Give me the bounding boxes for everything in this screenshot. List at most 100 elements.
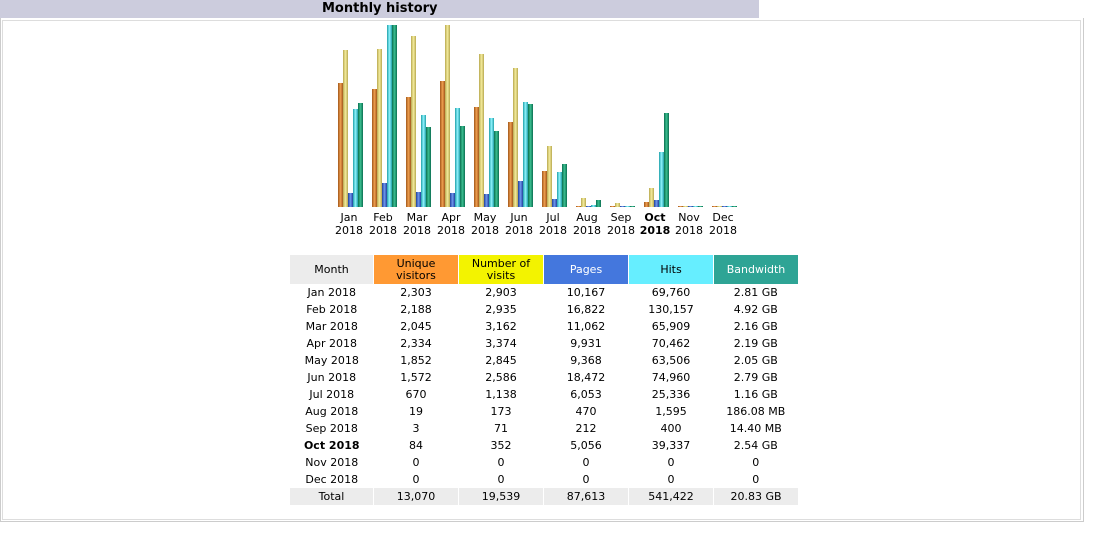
cell-month: Aug 2018 [305,405,359,418]
cell-month: Mar 2018 [305,320,358,333]
cell-visits: 71 [494,422,508,435]
month-name: Mar [406,211,428,224]
cell-bandwidth: 2.19 GB [733,337,778,350]
month-name: Nov [678,211,700,224]
bar-pages-nov [688,206,693,207]
header-visits-line1: Number of [471,256,531,270]
chart-month-labels: Jan 2018 Feb 2018 Mar 2018 Apr 2018 May 2018 Jun 20… [330,211,760,239]
table-row: Nov 2018 0 0 0 0 0 [290,454,798,471]
bar-hits-feb [387,25,392,207]
bar-pages-feb [382,183,387,207]
bar-pages-jul [552,199,557,207]
header-unique-visitors-line2: visitors [396,268,436,282]
cell-hits: 39,337 [651,439,691,452]
cell-month: May 2018 [304,354,359,367]
cell-pages: 212 [575,422,597,435]
bar-pages-apr [450,193,455,207]
bar-hits-may [489,118,494,207]
table-header-row: Month Unique visitors Number of visits P… [290,255,798,284]
cell-month: Jun 2018 [307,371,357,384]
cell-bandwidth: 186.08 MB [726,405,786,418]
month-name: Oct [644,211,666,224]
header-unique-visitors-line1: Unique [396,256,436,270]
table-row-current-month: Oct 2018 84 352 5,056 39,337 2.54 GB [290,437,798,454]
cell-visits: 0 [497,473,505,486]
month-label-jun: Jun 2018 [502,211,536,237]
cell-visits: 2,586 [485,371,517,384]
table-row: Jan 2018 2,303 2,903 10,167 69,760 2.81 GB [290,284,798,301]
section-title: Monthly history [322,1,438,16]
bar-pages-dec [722,206,727,207]
cell-visitors: 670 [405,388,427,401]
cell-total-hits: 541,422 [628,488,714,505]
bar-hits-oct [659,152,664,207]
month-name: Jan [340,211,358,224]
table-row: Mar 2018 2,045 3,162 11,062 65,909 2.16 GB [290,318,798,335]
bar-visits-jan [343,50,348,207]
cell-pages: 18,472 [566,371,606,384]
bar-visitors-apr [440,81,445,207]
bar-visits-dec [717,206,722,207]
cell-total-visitors: 13,070 [373,488,459,505]
section-frame [0,18,1084,522]
month-name: Jul [546,211,560,224]
cell-hits: 130,157 [648,303,694,316]
cell-bandwidth: 2.54 GB [733,439,778,452]
bar-pages-sep [620,206,625,207]
cell-visits: 2,935 [485,303,517,316]
cell-pages: 6,053 [570,388,602,401]
cell-month: Oct 2018 [303,439,360,452]
cell-month: Nov 2018 [305,456,359,469]
cell-total-visits: 19,539 [458,488,544,505]
month-label-dec: Dec 2018 [706,211,740,237]
cell-visits: 2,903 [485,286,517,299]
bar-bandwidth-mar [426,127,431,207]
table-row: Jul 2018 670 1,138 6,053 25,336 1.16 GB [290,386,798,403]
cell-month: Dec 2018 [305,473,359,486]
cell-total-pages: 87,613 [543,488,629,505]
table-row: Jun 2018 1,572 2,586 18,472 74,960 2.79 GB [290,369,798,386]
bar-visitors-oct [644,202,649,207]
bar-visitors-feb [372,89,377,207]
month-year: 2018 [675,224,703,237]
month-year: 2018 [471,224,499,237]
bar-visits-oct [649,188,654,207]
cell-pages: 0 [582,473,590,486]
bar-hits-mar [421,115,426,207]
cell-hits: 63,506 [651,354,691,367]
table-row: May 2018 1,852 2,845 9,368 63,506 2.05 GB [290,352,798,369]
cell-hits: 0 [667,456,675,469]
bar-bandwidth-apr [460,126,465,207]
bar-hits-dec [727,206,732,207]
cell-bandwidth: 2.81 GB [733,286,778,299]
cell-visitors: 0 [412,456,420,469]
bar-visits-jul [547,146,552,207]
section-title-bar: Monthly history [0,0,759,18]
cell-hits: 70,462 [651,337,691,350]
cell-hits: 1,595 [655,405,687,418]
header-bandwidth: Bandwidth [713,255,798,284]
cell-visitors: 1,572 [400,371,432,384]
cell-visitors: 19 [409,405,423,418]
cell-bandwidth: 1.16 GB [733,388,778,401]
bar-visitors-jan [338,83,343,207]
month-year: 2018 [335,224,363,237]
bar-bandwidth-jan [358,103,363,207]
cell-pages: 5,056 [570,439,602,452]
bar-visitors-mar [406,97,411,207]
monthly-history-table: Month Unique visitors Number of visits P… [290,255,798,505]
bar-hits-sep [625,206,630,207]
cell-pages: 0 [582,456,590,469]
cell-hits: 0 [667,473,675,486]
bar-pages-jan [348,193,353,207]
bar-visitors-jul [542,171,547,207]
month-year: 2018 [505,224,533,237]
month-name: Dec [712,211,734,224]
cell-visits: 1,138 [485,388,517,401]
cell-bandwidth: 14.40 MB [729,422,782,435]
cell-month: Apr 2018 [306,337,358,350]
bar-pages-oct [654,200,659,207]
cell-visits: 352 [490,439,512,452]
cell-pages: 10,167 [566,286,606,299]
cell-bandwidth: 4.92 GB [733,303,778,316]
